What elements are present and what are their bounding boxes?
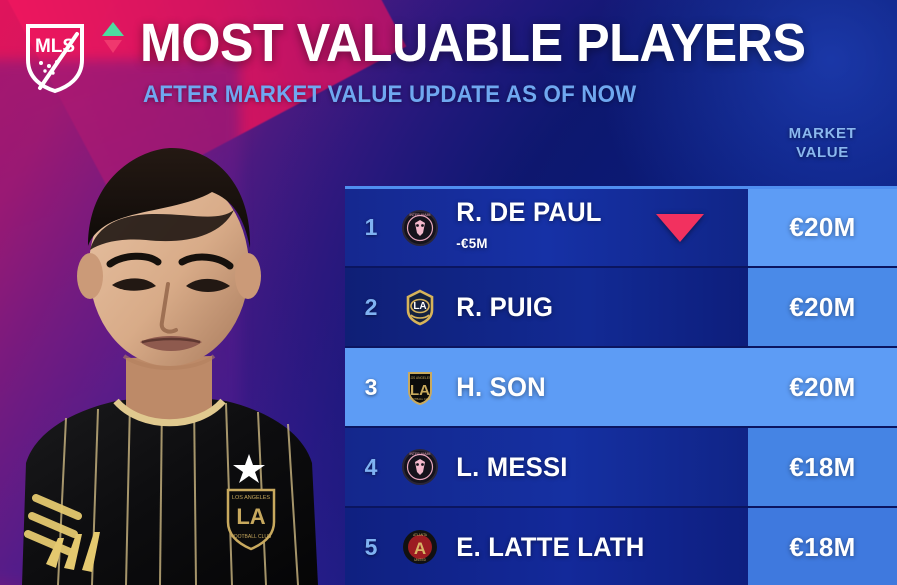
- market-value-header-line2: VALUE: [796, 144, 849, 161]
- player-name: E. LATTE LATH: [456, 532, 645, 562]
- market-value-column-header: MARKET VALUE: [748, 124, 897, 162]
- table-row[interactable]: 3 LOS ANGELES LA FOOTBALL CLUB H. SON €2…: [345, 346, 897, 426]
- svg-text:ATLANTA: ATLANTA: [413, 533, 428, 537]
- atlanta-united-crest: A ATLANTA UNITED: [397, 524, 443, 570]
- svg-text:LOS ANGELES: LOS ANGELES: [232, 495, 271, 501]
- rank-number: 3: [364, 373, 378, 400]
- adidas-logo: [46, 532, 100, 572]
- player-name-block: E. LATTE LATH: [443, 533, 733, 561]
- player-name-block: L. MESSI: [443, 453, 733, 481]
- value-delta: -€5M: [456, 235, 488, 251]
- player-cell[interactable]: 2 LA R. PUIG: [345, 266, 748, 346]
- player-name: H. SON: [456, 372, 546, 402]
- kit-star: [233, 454, 265, 483]
- svg-text:LA: LA: [413, 301, 426, 312]
- svg-text:FOOTBALL CLUB: FOOTBALL CLUB: [231, 534, 272, 540]
- trend-down-icon: [656, 213, 704, 242]
- market-value: €18M: [748, 506, 897, 585]
- rank-number: 1: [364, 214, 378, 240]
- player-name-block: R. DE PAUL -€5M: [443, 198, 733, 257]
- son-heung-min-photo: LOS ANGELES LA FOOTBALL CLUB: [22, 148, 318, 585]
- svg-text:INTER MIAMI: INTER MIAMI: [410, 452, 431, 456]
- player-name: L. MESSI: [456, 452, 568, 482]
- svg-text:LA: LA: [236, 504, 265, 529]
- up-down-triangle-icon: [100, 22, 126, 66]
- svg-text:LOS ANGELES: LOS ANGELES: [409, 376, 431, 380]
- svg-text:A: A: [414, 539, 426, 558]
- triangle-down-icon: [104, 40, 122, 53]
- market-value: €20M: [748, 186, 897, 266]
- lafc-crest: LOS ANGELES LA FOOTBALL CLUB: [397, 364, 443, 410]
- triangle-up-icon: [102, 22, 124, 36]
- la-galaxy-crest: LA: [397, 284, 443, 330]
- player-cell[interactable]: 1 INTER MIAMI R. DE PAUL -€5M: [345, 186, 748, 266]
- svg-text:FOOTBALL CLUB: FOOTBALL CLUB: [409, 397, 432, 401]
- table-row[interactable]: 2 LA R. PUIG €20M: [345, 266, 897, 346]
- page-subtitle: AFTER MARKET VALUE UPDATE AS OF NOW: [143, 81, 637, 108]
- table-row[interactable]: 5 A ATLANTA UNITED E. LATTE LATH €18M: [345, 506, 897, 585]
- inter-miami-crest: INTER MIAMI: [397, 444, 443, 490]
- player-name-block: R. PUIG: [443, 293, 733, 321]
- player-cell[interactable]: 4 INTER MIAMI L. MESSI: [345, 426, 748, 506]
- svg-text:LA: LA: [410, 382, 430, 399]
- players-table: 1 INTER MIAMI R. DE PAUL -€5M: [345, 186, 897, 585]
- rank-number: 2: [364, 293, 378, 320]
- page-title: MOST VALUABLE PLAYERS: [140, 13, 806, 73]
- svg-text:UNITED: UNITED: [414, 558, 427, 562]
- rank-number: 5: [364, 533, 378, 560]
- market-value-header-line1: MARKET: [788, 125, 857, 142]
- player-name-block: H. SON: [443, 373, 733, 401]
- rank-number: 4: [364, 453, 378, 480]
- table-row[interactable]: 4 INTER MIAMI L. MESSI €18M: [345, 426, 897, 506]
- header: MLS MOST VALUABLE PLAYERS AFTER MARKET V…: [0, 0, 897, 122]
- player-cell[interactable]: 3 LOS ANGELES LA FOOTBALL CLUB H. SON: [345, 346, 748, 426]
- table-row[interactable]: 1 INTER MIAMI R. DE PAUL -€5M: [345, 186, 897, 266]
- market-value: €18M: [748, 426, 897, 506]
- player-name: R. PUIG: [456, 292, 554, 322]
- market-value: €20M: [748, 346, 897, 426]
- market-value: €20M: [748, 266, 897, 346]
- mls-shield-logo: MLS: [26, 24, 84, 94]
- svg-text:INTER MIAMI: INTER MIAMI: [410, 213, 431, 217]
- inter-miami-crest: INTER MIAMI: [397, 205, 443, 251]
- player-name: R. DE PAUL: [456, 197, 602, 227]
- lafc-crest-on-kit: LOS ANGELES LA FOOTBALL CLUB: [226, 488, 276, 551]
- player-cell[interactable]: 5 A ATLANTA UNITED E. LATTE LATH: [345, 506, 748, 585]
